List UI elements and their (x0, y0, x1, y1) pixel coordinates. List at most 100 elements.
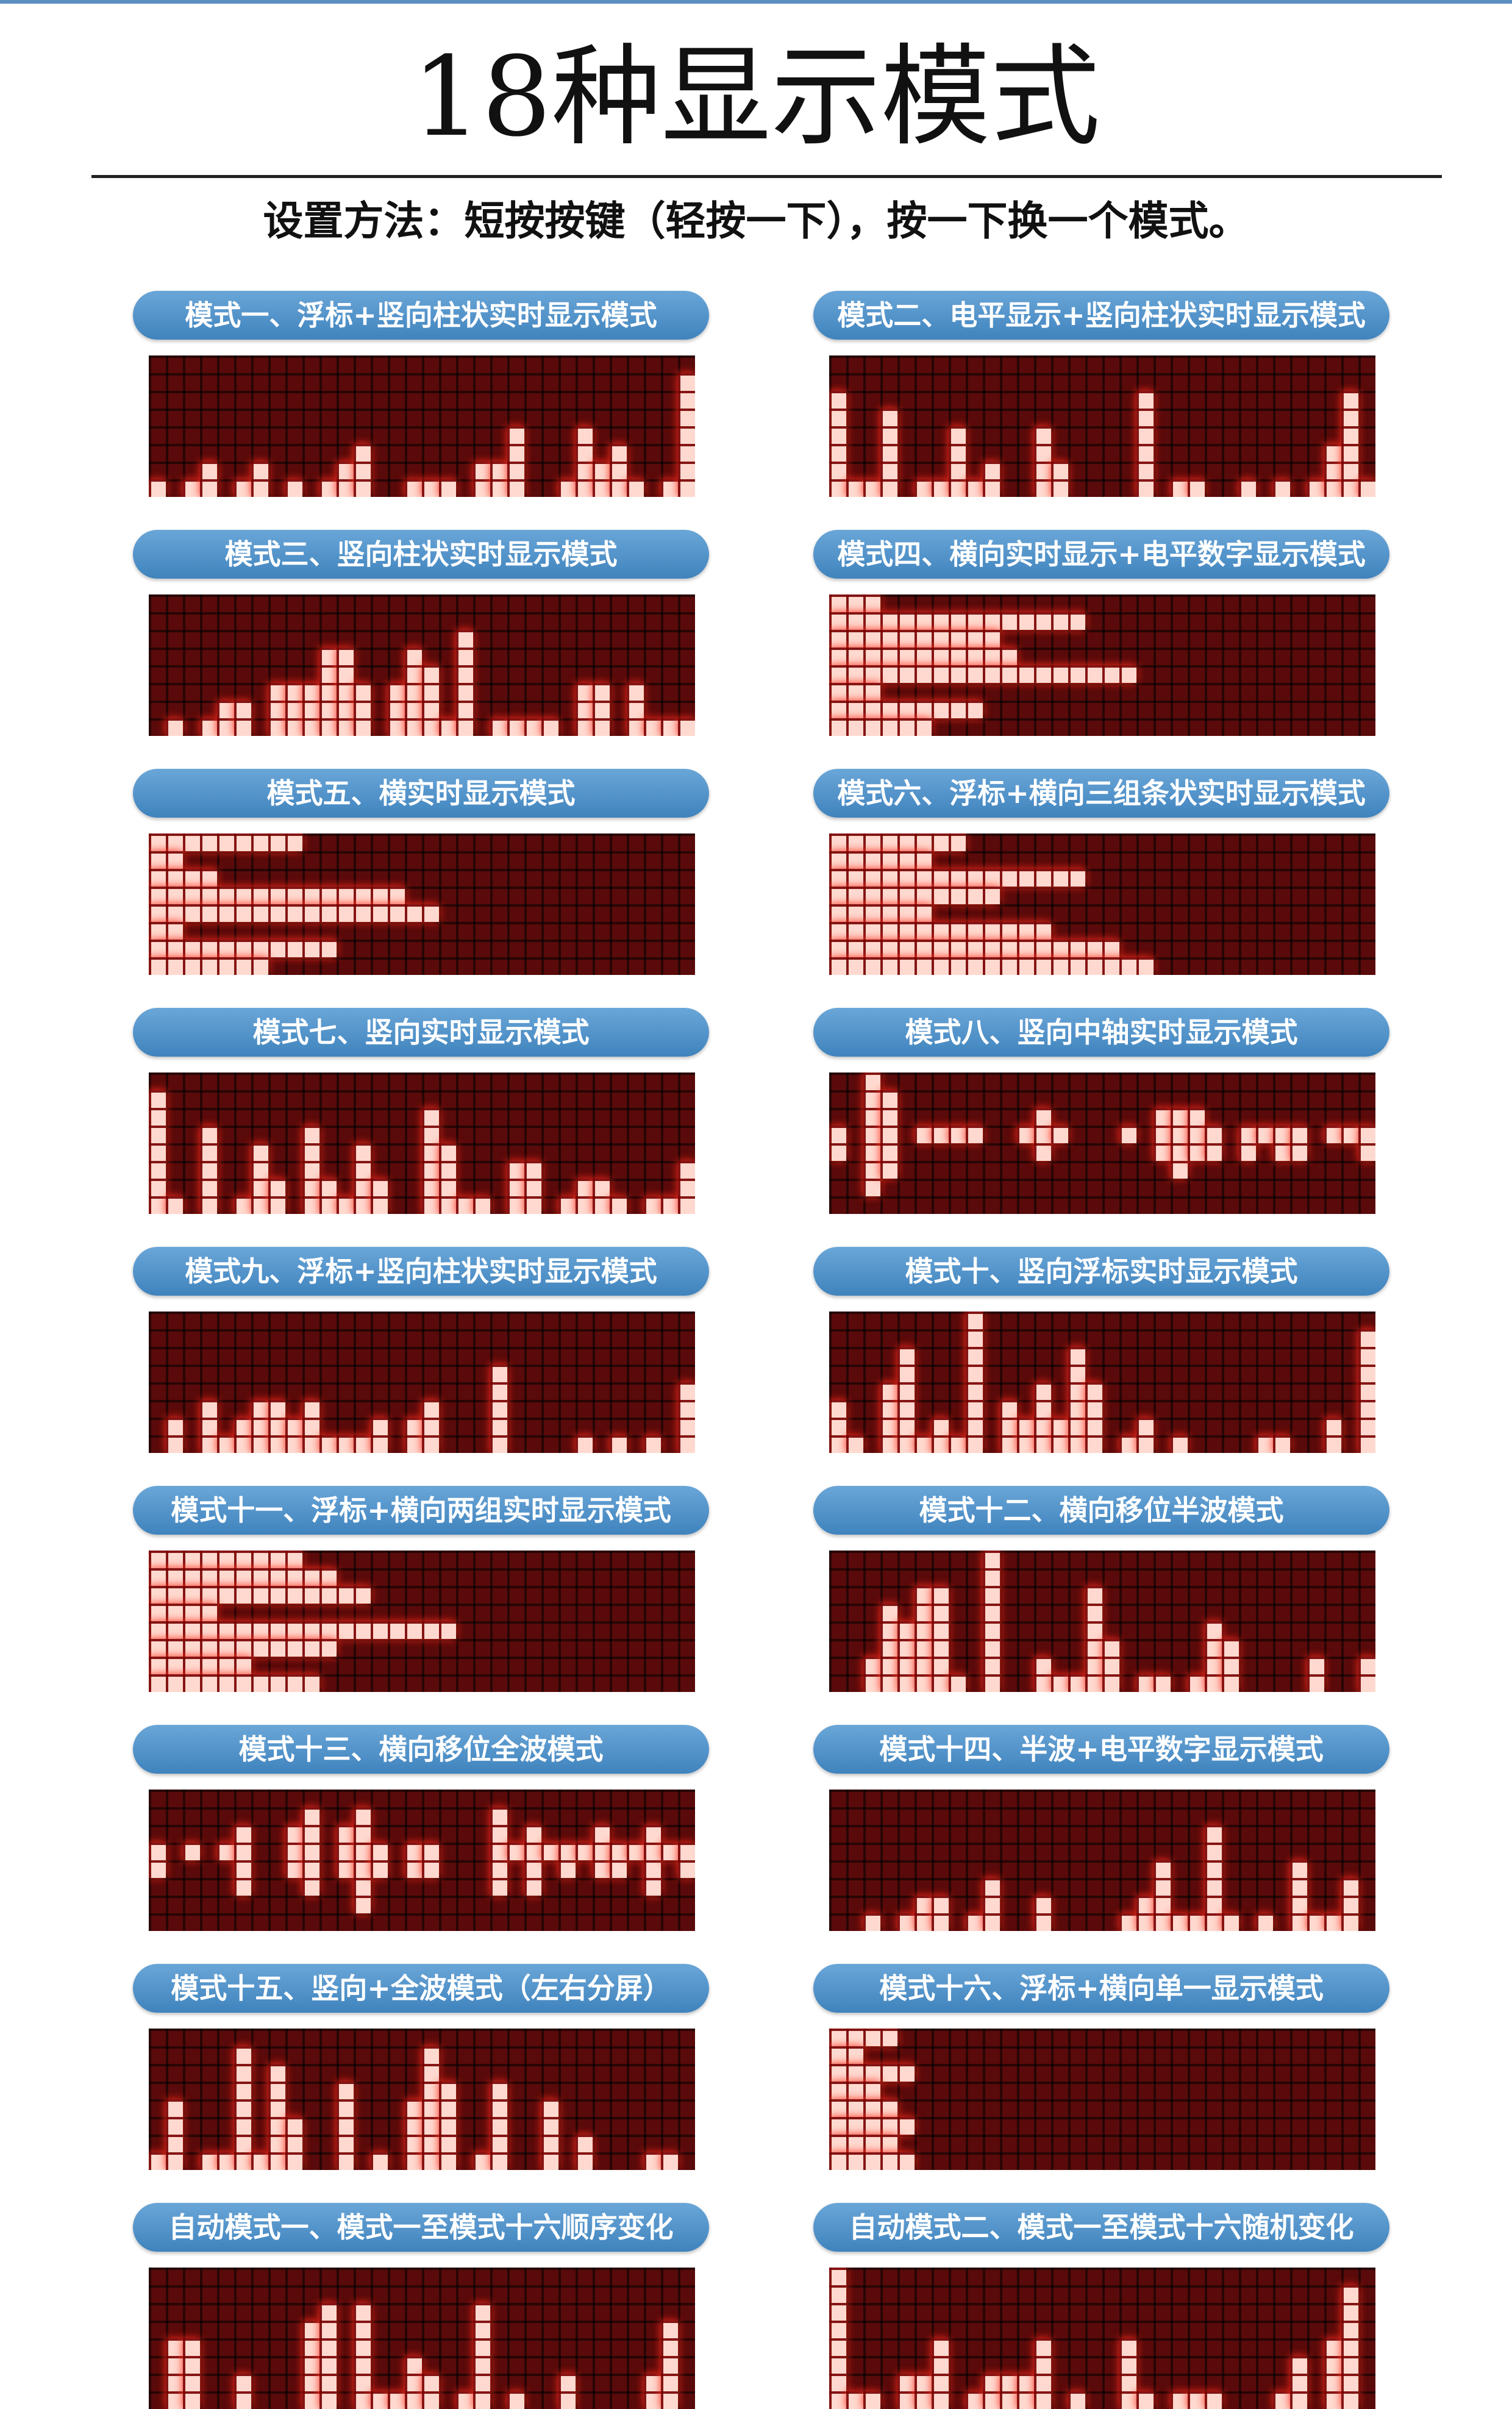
led-column (610, 1196, 627, 1214)
led-column (285, 1825, 302, 1878)
led-column (541, 718, 558, 736)
led-column (661, 718, 678, 736)
led-column (1341, 391, 1358, 497)
led-column (422, 2046, 439, 2170)
mode-label: 模式十二、横向移位半波模式 (813, 1486, 1389, 1535)
led-column (846, 2391, 863, 2409)
led-column (371, 2391, 388, 2409)
led-column (1205, 1126, 1222, 1161)
led-column (1034, 426, 1051, 497)
led-column (897, 1913, 915, 1931)
led-column (251, 1400, 268, 1453)
led-row (149, 1568, 337, 1586)
led-column (268, 1400, 285, 1453)
led-panel (829, 594, 1375, 736)
led-column (234, 1825, 251, 1896)
led-column (983, 1551, 1000, 1692)
led-row (149, 1551, 302, 1568)
led-column (1307, 1657, 1324, 1692)
led-column (456, 630, 473, 736)
led-column (200, 1400, 217, 1453)
led-column (661, 2152, 678, 2170)
led-column (422, 2374, 439, 2409)
led-column (576, 1843, 593, 1860)
led-row (149, 1621, 456, 1639)
led-column (1205, 2391, 1222, 2409)
mode-label: 自动模式二、模式一至模式十六随机变化 (813, 2203, 1389, 2252)
led-column (661, 1843, 678, 1860)
led-column (149, 1090, 166, 1214)
led-column (846, 479, 863, 497)
led-column (1324, 1418, 1341, 1453)
led-column (846, 1435, 863, 1453)
led-column (593, 462, 610, 497)
led-column (863, 1657, 880, 1692)
led-column (1051, 1674, 1068, 1692)
led-column (217, 1843, 234, 1860)
led-column (880, 1604, 897, 1692)
led-column (1017, 1418, 1034, 1453)
mode-label: 模式十五、竖向+全波模式（左右分屏） (133, 1964, 709, 2013)
led-column (422, 479, 439, 497)
mode-label: 模式四、横向实时显示+电平数字显示模式 (813, 530, 1389, 579)
led-column (1034, 1657, 1051, 1692)
led-row (149, 1586, 371, 1604)
led-row (829, 612, 1085, 630)
led-column (949, 426, 966, 497)
led-column (1239, 1126, 1256, 1161)
led-panel (829, 1312, 1375, 1453)
led-column (337, 648, 354, 736)
led-column (966, 1312, 983, 1453)
led-column (627, 683, 644, 736)
led-column (217, 1435, 234, 1453)
led-column (1188, 1913, 1205, 1931)
led-column (354, 444, 371, 497)
led-row (829, 2046, 863, 2064)
led-column (422, 665, 439, 736)
led-column (932, 1418, 949, 1453)
led-column (319, 479, 337, 497)
led-column (932, 1896, 949, 1931)
led-column (456, 2391, 473, 2409)
led-row (829, 957, 1154, 975)
led-row (829, 904, 932, 922)
led-column (1068, 1347, 1085, 1453)
led-column (439, 479, 456, 497)
led-column (610, 1435, 627, 1453)
led-column (932, 1586, 949, 1692)
led-column (183, 479, 200, 497)
led-row (149, 833, 302, 851)
led-column (285, 479, 302, 497)
led-panel (149, 1790, 695, 1931)
led-column (422, 1843, 439, 1878)
led-row (829, 2099, 897, 2117)
led-column (1188, 1108, 1205, 1161)
led-column (371, 2152, 388, 2170)
led-panel (829, 2029, 1375, 2170)
led-column (371, 1843, 388, 1878)
led-column (337, 1825, 354, 1878)
mode-label: 模式十六、浮标+横向单一显示模式 (813, 1964, 1389, 2013)
led-column (644, 1196, 661, 1214)
led-row (829, 2152, 915, 2170)
led-column (285, 2117, 302, 2170)
led-column (422, 1400, 439, 1453)
led-column (439, 2082, 456, 2170)
led-column (473, 2303, 490, 2409)
led-column (1136, 1418, 1154, 1453)
led-column (1205, 1825, 1222, 1931)
led-column (1222, 1639, 1239, 1692)
led-column (1154, 1860, 1171, 1931)
led-panel (829, 2268, 1375, 2409)
led-column (644, 2152, 661, 2170)
led-row (149, 1674, 319, 1692)
led-column (644, 1825, 661, 1896)
led-column (1136, 1674, 1154, 1692)
led-row (149, 1657, 251, 1674)
mode-label: 模式十、竖向浮标实时显示模式 (813, 1247, 1389, 1296)
led-column (217, 701, 234, 736)
led-column (1273, 479, 1290, 497)
led-column (166, 718, 183, 736)
led-column (880, 1382, 897, 1453)
